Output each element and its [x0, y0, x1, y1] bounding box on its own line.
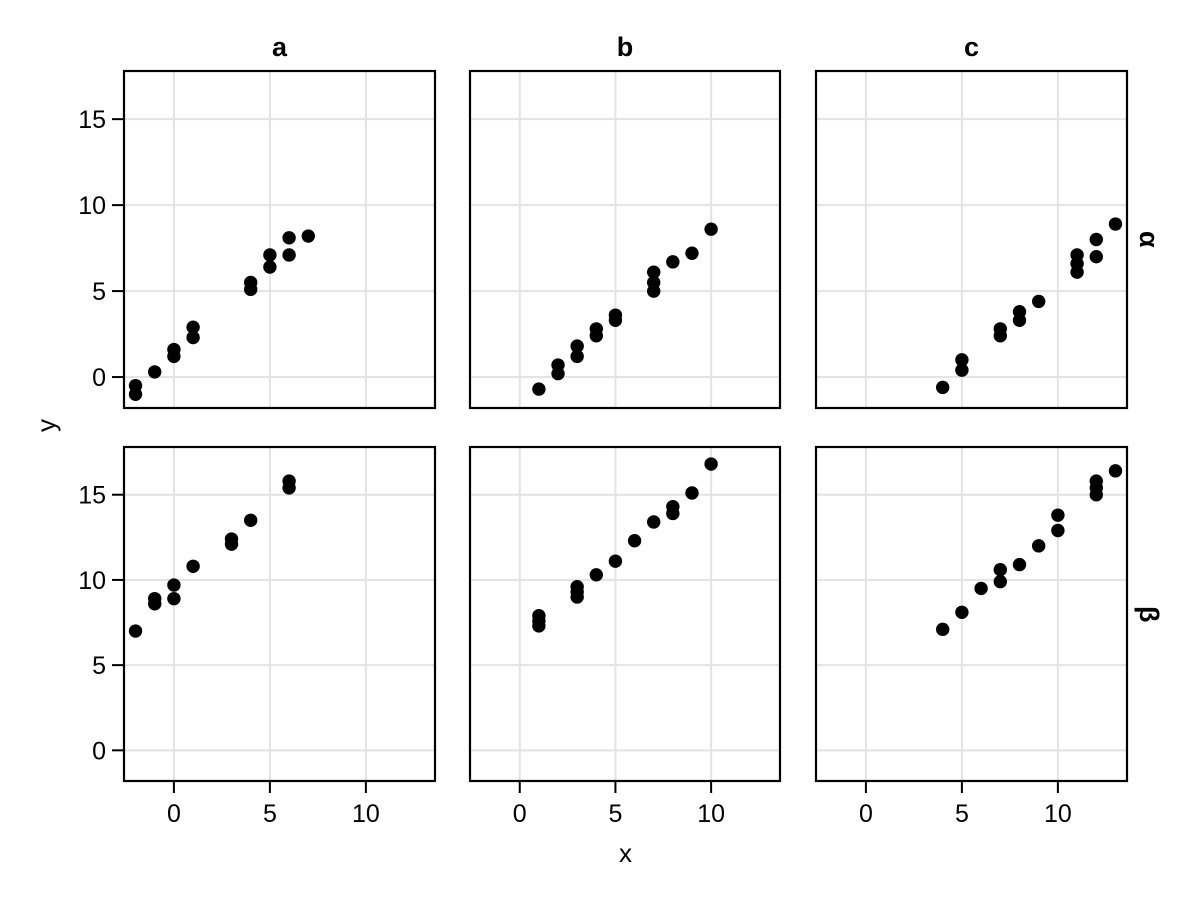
y-tick-label: 5: [92, 652, 106, 680]
panel-border: [814, 69, 1129, 410]
x-tick-label: 5: [263, 800, 277, 828]
data-point: [282, 248, 296, 262]
data-point: [936, 380, 950, 395]
panel-border: [468, 445, 782, 783]
data-point: [1070, 248, 1084, 262]
data-point: [167, 578, 181, 592]
x-tick-label: 10: [1044, 800, 1072, 828]
data-point: [1051, 508, 1065, 522]
data-point: [1012, 557, 1027, 572]
data-point: [589, 568, 603, 582]
data-point: [627, 534, 642, 548]
y-tick-label: 15: [78, 482, 106, 510]
data-point: [589, 322, 603, 336]
data-point: [282, 231, 296, 245]
y-tick-label: 10: [78, 567, 106, 595]
panel-border: [122, 445, 437, 783]
data-point: [570, 349, 584, 364]
x-axis-title: x: [619, 838, 632, 868]
data-point: [551, 358, 565, 372]
data-point: [1108, 464, 1123, 478]
facet-strip-row-alpha: α: [1134, 231, 1164, 248]
panel-background: [124, 447, 435, 781]
data-point: [993, 574, 1007, 589]
data-point: [128, 387, 143, 401]
data-point: [1031, 539, 1046, 553]
y-tick-label: 0: [92, 737, 106, 765]
data-point: [955, 353, 969, 367]
data-point: [1089, 249, 1103, 264]
data-point: [704, 457, 718, 471]
y-axis-title: y: [31, 419, 61, 433]
data-point: [244, 513, 258, 527]
data-point: [1089, 232, 1103, 247]
panel-background: [470, 447, 780, 781]
data-point: [301, 229, 315, 243]
data-point: [186, 320, 200, 334]
x-tick-label: 10: [352, 800, 380, 828]
facet-strip-row-beta: β: [1134, 605, 1164, 623]
data-point: [167, 342, 181, 357]
x-tick-label: 5: [608, 800, 622, 828]
data-point: [570, 339, 584, 353]
data-point: [955, 605, 969, 619]
data-point: [1089, 474, 1103, 488]
data-point: [666, 255, 680, 269]
data-point: [955, 363, 969, 377]
x-tick-label: 10: [697, 800, 725, 828]
data-point: [704, 222, 718, 236]
panel-border: [468, 69, 782, 410]
panel-border: [814, 445, 1129, 783]
panel-background: [816, 71, 1127, 408]
facet-strip-column-b: b: [616, 32, 634, 62]
data-point: [685, 246, 699, 260]
x-tick-label: 0: [859, 800, 873, 828]
x-tick-label: 0: [513, 800, 527, 828]
data-point: [647, 265, 661, 279]
data-point: [974, 581, 988, 596]
data-point: [1012, 305, 1027, 319]
data-point: [647, 275, 661, 290]
data-point: [993, 322, 1007, 336]
data-point: [666, 499, 680, 514]
data-point: [263, 260, 277, 274]
x-tick-label: 5: [955, 800, 969, 828]
data-point: [282, 474, 296, 488]
data-point: [608, 308, 623, 322]
data-point: [647, 515, 661, 529]
data-point: [1031, 294, 1046, 309]
data-point: [532, 609, 546, 623]
data-point: [685, 486, 699, 500]
data-point: [993, 562, 1007, 577]
facet-strip-column-c: c: [963, 32, 980, 62]
panel-background: [470, 71, 780, 408]
data-point: [244, 275, 258, 290]
data-point: [186, 330, 200, 345]
data-point: [224, 532, 239, 546]
data-point: [167, 591, 181, 606]
x-tick-label: 0: [167, 800, 181, 828]
data-point: [1108, 217, 1123, 231]
data-point: [186, 559, 200, 573]
data-point: [263, 248, 277, 262]
y-tick-label: 15: [78, 106, 106, 134]
data-point: [128, 624, 143, 638]
data-point: [1051, 523, 1065, 538]
facet-strip-column-a: a: [271, 32, 288, 62]
data-point: [608, 554, 623, 568]
data-point: [570, 580, 584, 594]
y-tick-label: 5: [92, 278, 106, 306]
panel-border: [122, 69, 437, 410]
data-point: [936, 622, 950, 637]
data-point: [148, 365, 162, 379]
panel-background: [816, 447, 1127, 781]
y-tick-label: 0: [92, 364, 106, 392]
data-point: [532, 382, 546, 396]
y-tick-label: 10: [78, 192, 106, 220]
data-point: [148, 591, 162, 606]
